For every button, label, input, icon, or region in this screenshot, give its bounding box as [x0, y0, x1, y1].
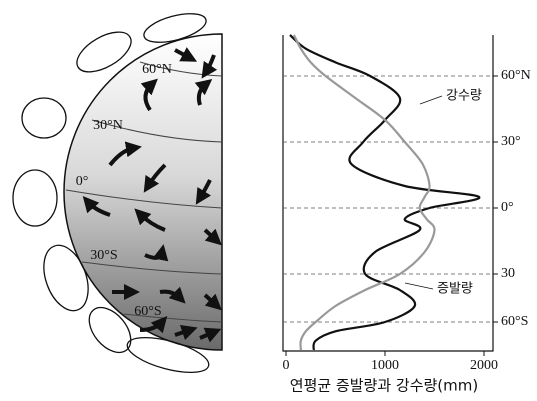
- y-tick-label: 30: [501, 266, 515, 281]
- latitude-label: 30°S: [90, 248, 117, 263]
- hemisphere: [64, 34, 222, 350]
- series-line: [290, 35, 479, 350]
- label-leader: [420, 96, 442, 104]
- series-label: 증발량: [437, 282, 473, 297]
- latitude-label: 60°S: [134, 304, 161, 319]
- figure: 60°N 30°N 0° 30°S 60°S 연평균 증발량과 강수량(mm) …: [0, 0, 537, 401]
- series-line: [294, 35, 435, 350]
- x-tick-label: 0: [283, 358, 290, 373]
- latitude-label: 30°N: [93, 118, 123, 133]
- y-tick-label: 30°: [501, 134, 521, 149]
- label-leader: [405, 283, 433, 289]
- y-tick-label: 60°N: [501, 68, 531, 83]
- y-tick-label: 0°: [501, 200, 514, 215]
- y-tick-label: 60°S: [501, 314, 528, 329]
- latitude-label: 60°N: [142, 62, 172, 77]
- x-axis-label: 연평균 증발량과 강수량(mm): [290, 377, 478, 395]
- x-tick-label: 1000: [371, 358, 399, 373]
- latitude-label: 0°: [76, 174, 89, 189]
- globe-diagram: 60°N 30°N 0° 30°S 60°S: [13, 8, 222, 379]
- x-tick-label: 2000: [470, 358, 498, 373]
- series-label: 강수량: [446, 89, 482, 104]
